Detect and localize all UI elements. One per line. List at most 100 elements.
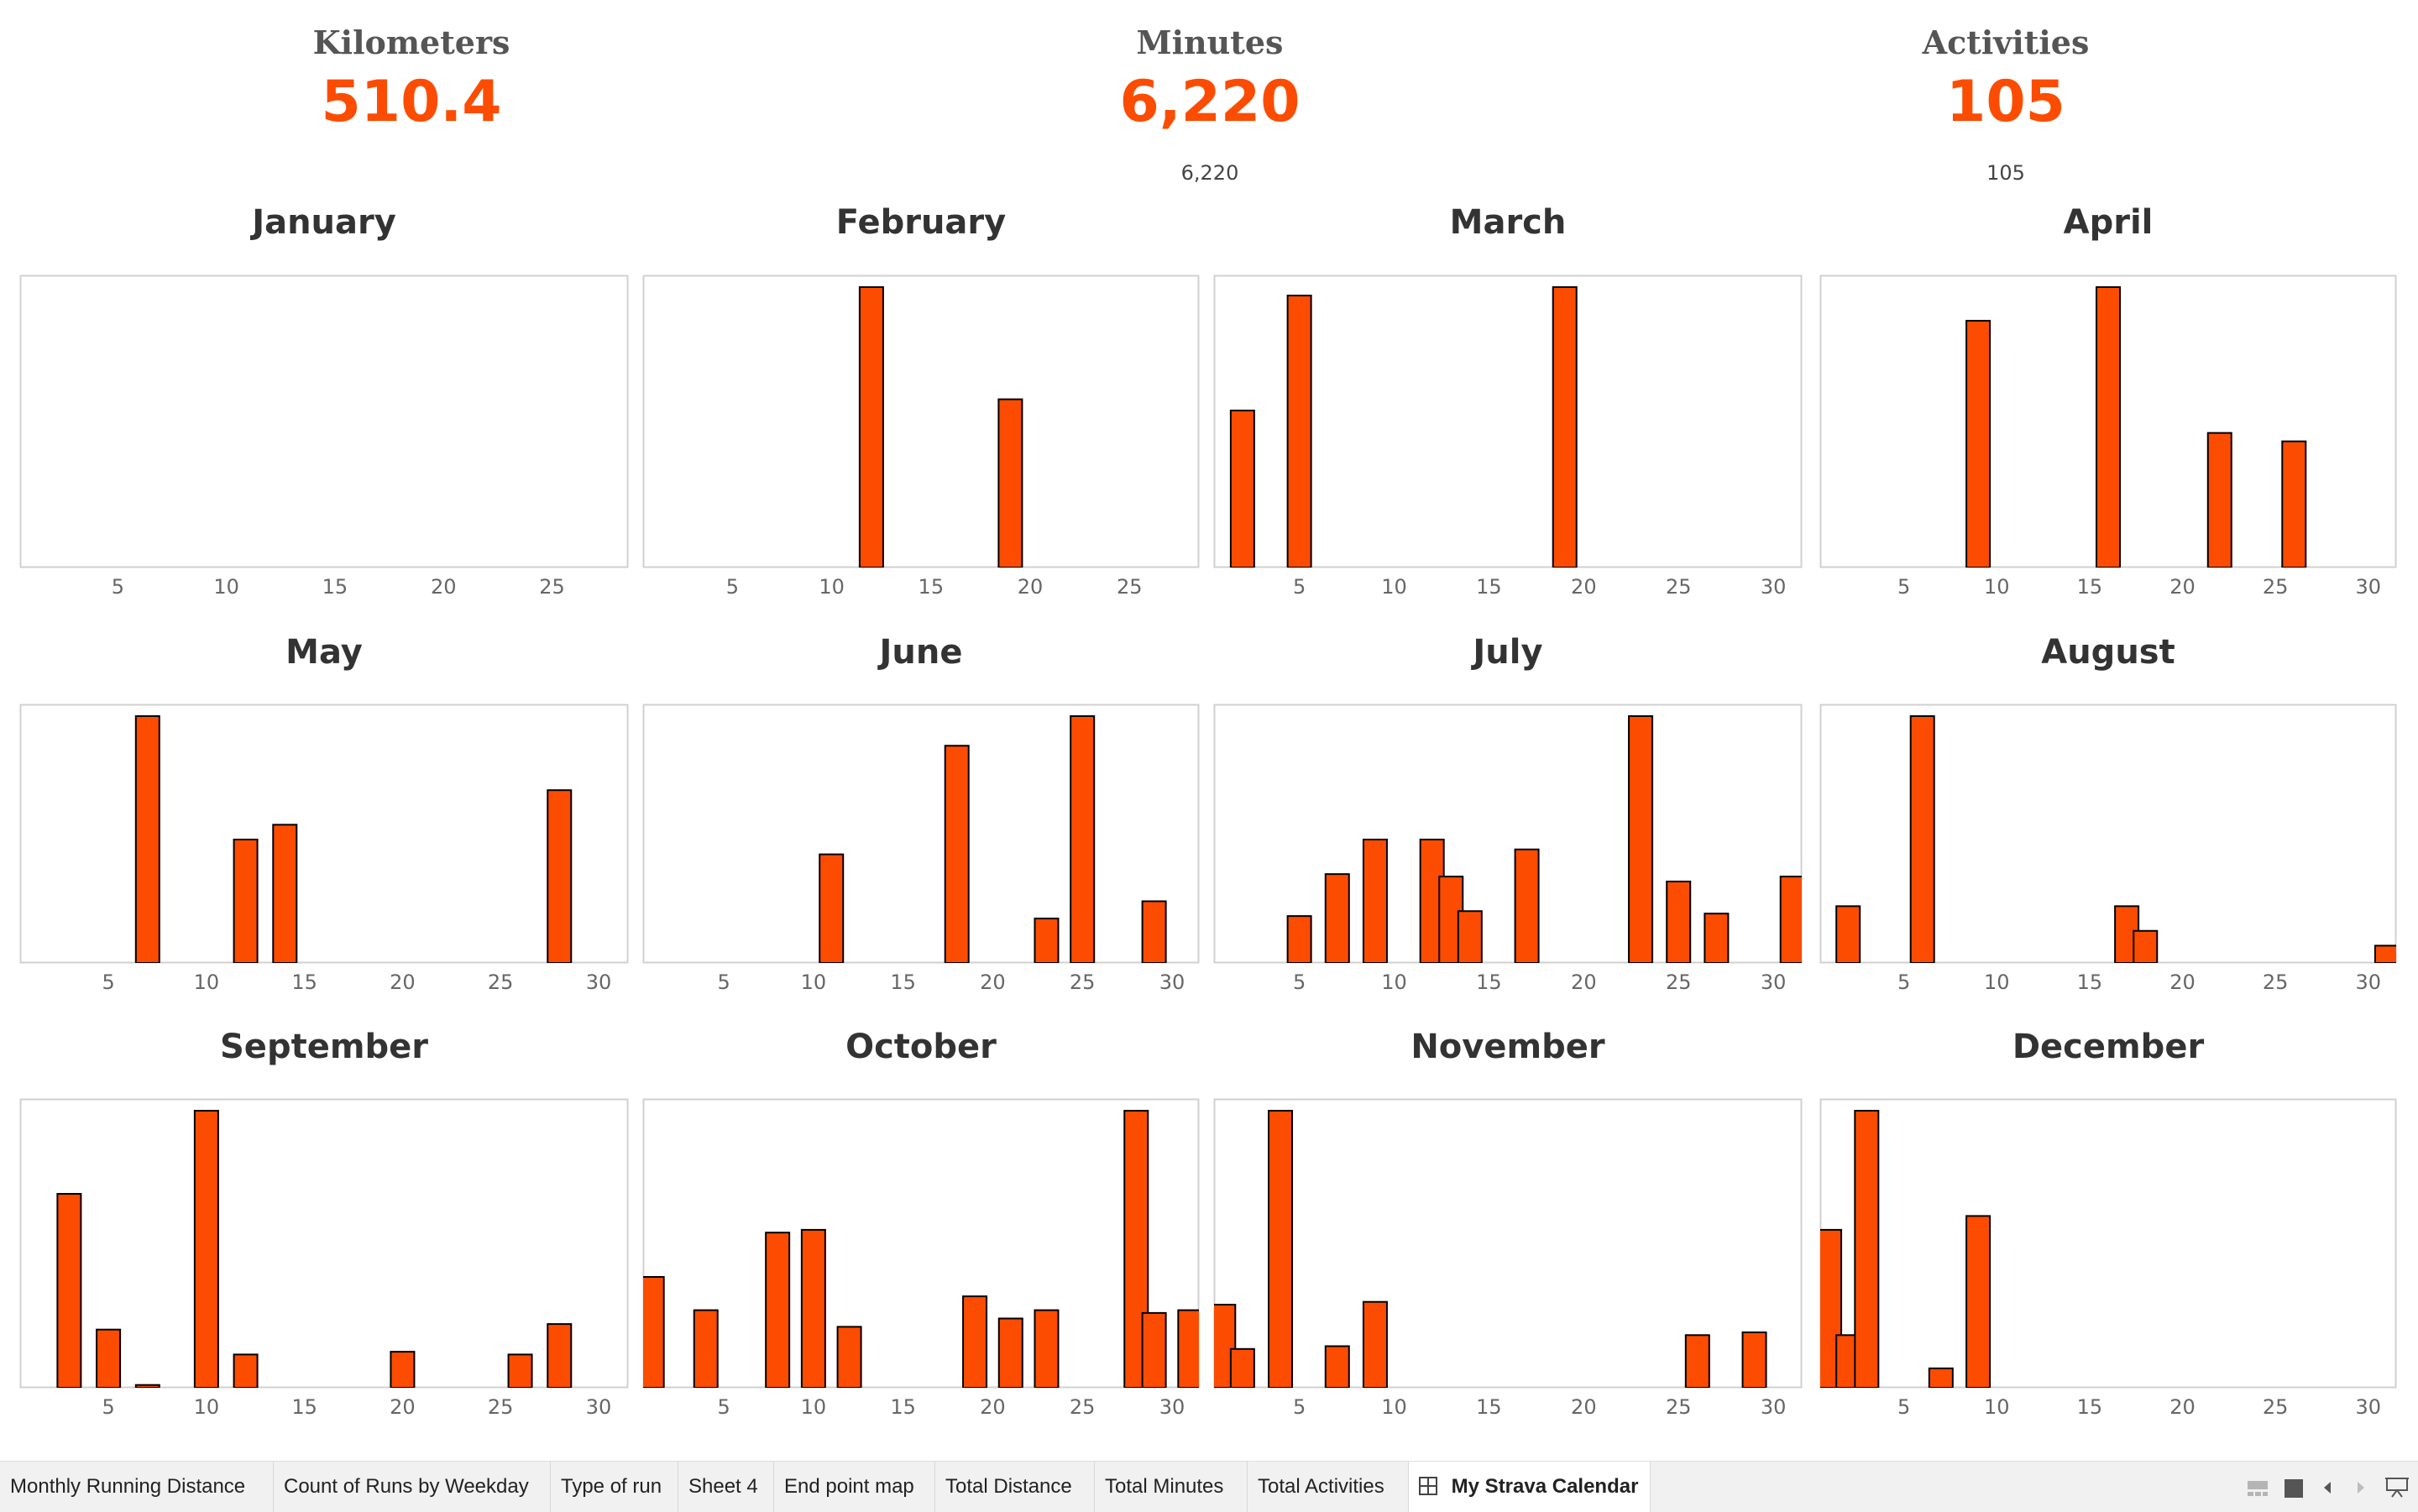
x-tick-label: 30 [586,971,612,994]
day-bar[interactable] [233,1353,259,1388]
day-bar[interactable] [997,398,1023,568]
day-bar[interactable] [1324,873,1350,963]
tab-label: Type of run [561,1475,662,1498]
day-bar[interactable] [765,1232,791,1388]
day-bar[interactable] [997,1317,1023,1389]
day-bar[interactable] [1741,1332,1767,1388]
tab-label: End point map [784,1475,914,1498]
tab-label: Count of Runs by Weekday [284,1475,529,1498]
x-tick-label: 30 [2356,1395,2382,1419]
presentation-icon[interactable] [2384,1477,2410,1499]
next-arrow-icon[interactable] [2354,1480,2368,1495]
tab-count-of-runs-by-weekday[interactable]: Count of Runs by Weekday [274,1462,551,1512]
tab-total-distance[interactable]: Total Distance [935,1462,1095,1512]
x-tick-label: 15 [2077,575,2103,599]
day-bar[interactable] [233,839,259,963]
tab-total-activities[interactable]: Total Activities [1248,1462,1409,1512]
prev-arrow-icon[interactable] [2321,1480,2334,1495]
day-bar[interactable] [2096,286,2121,568]
kpi-value: 510.4 [321,69,502,135]
day-bar[interactable] [1835,905,1861,963]
day-bar[interactable] [1928,1367,1954,1388]
day-bar[interactable] [193,1110,219,1388]
day-bar[interactable] [1070,715,1096,963]
kpi-kilometers: Kilometers 510.4 [160,0,663,193]
x-tick-label: 10 [1984,575,2010,599]
x-tick-label: 30 [1159,971,1185,994]
day-bar[interactable] [1286,915,1312,963]
day-bar[interactable] [1141,900,1167,964]
month-bar-chart: 5 10 15 20 25 30 [641,1098,1201,1419]
day-bar[interactable] [56,1193,82,1388]
x-tick-label: 30 [1761,575,1787,599]
day-bar[interactable] [1684,1334,1710,1388]
day-bar[interactable] [1229,409,1255,568]
day-bar[interactable] [1286,295,1312,568]
tab-my-strava-calendar[interactable]: My Strava Calendar [1409,1462,1651,1512]
day-bar[interactable] [1666,880,1692,963]
filmstrip-icon[interactable] [2284,1478,2304,1499]
day-bar[interactable] [1965,1215,1991,1388]
day-bar[interactable] [1362,1300,1388,1388]
day-bar[interactable] [134,1384,160,1388]
day-bar[interactable] [1229,1347,1255,1388]
day-bar[interactable] [507,1353,533,1388]
plot-frame [19,704,629,964]
day-bar[interactable] [693,1309,719,1388]
month-bar-chart: 5 10 15 20 25 [19,275,629,599]
day-bar[interactable] [1628,715,1654,963]
tab-type-of-run[interactable]: Type of run [551,1462,678,1512]
day-bar[interactable] [1909,715,1935,963]
day-bar[interactable] [1324,1345,1350,1389]
tab-sheet-4[interactable]: Sheet 4 [678,1462,774,1512]
day-bar[interactable] [1362,839,1388,963]
tab-monthly-running-distance[interactable]: Monthly Running Distance [0,1462,274,1512]
day-bar[interactable] [2206,432,2232,568]
x-tick-label: 25 [1666,575,1692,599]
day-bar[interactable] [1514,848,1540,963]
day-bar[interactable] [134,715,160,963]
day-bar[interactable] [1704,913,1730,963]
day-bar[interactable] [547,789,573,963]
day-bar[interactable] [819,853,845,963]
day-bar[interactable] [2133,929,2159,963]
tab-total-minutes[interactable]: Total Minutes [1095,1462,1248,1512]
x-tick-label: 25 [488,971,514,994]
day-bar[interactable] [1034,918,1060,963]
day-bar[interactable] [2281,440,2307,568]
day-bar[interactable] [1552,286,1578,568]
sheet-tab-bar: Monthly Running Distance Count of Runs b… [0,1461,2418,1512]
x-tick-label: 10 [1381,575,1407,599]
month-title: May [285,633,363,672]
x-tick-label: 30 [1159,1395,1185,1419]
tab-end-point-map[interactable]: End point map [774,1462,935,1512]
day-bar[interactable] [1141,1311,1167,1388]
month-bar-chart: 5 10 15 20 25 30 [1819,275,2397,599]
day-bar[interactable] [1034,1309,1060,1388]
slide-sorter-icon[interactable] [2247,1480,2269,1497]
x-tick-label: 5 [112,575,124,599]
day-bar[interactable] [1177,1309,1201,1388]
day-bar[interactable] [272,824,298,963]
month-bar-chart: 5 10 15 20 25 30 [1213,704,1804,994]
day-bar[interactable] [944,745,970,963]
day-bar[interactable] [390,1351,416,1388]
day-bar[interactable] [962,1295,988,1388]
day-bar[interactable] [641,1276,665,1388]
x-tick-label: 10 [801,1395,827,1419]
x-tick-label: 10 [1984,1395,2010,1419]
day-bar[interactable] [1854,1110,1880,1388]
day-bar[interactable] [547,1323,573,1388]
day-bar[interactable] [800,1228,826,1388]
day-bar[interactable] [96,1328,122,1388]
day-bar[interactable] [1457,910,1483,963]
x-tick-label: 10 [1381,1395,1407,1419]
day-bar[interactable] [836,1326,862,1388]
day-bar[interactable] [1779,876,1804,963]
day-bar[interactable] [1123,1110,1149,1388]
day-bar[interactable] [2374,944,2399,963]
day-bar[interactable] [1965,320,1991,568]
day-bar[interactable] [858,286,884,568]
month-title: August [2041,633,2175,672]
day-bar[interactable] [1268,1110,1294,1388]
